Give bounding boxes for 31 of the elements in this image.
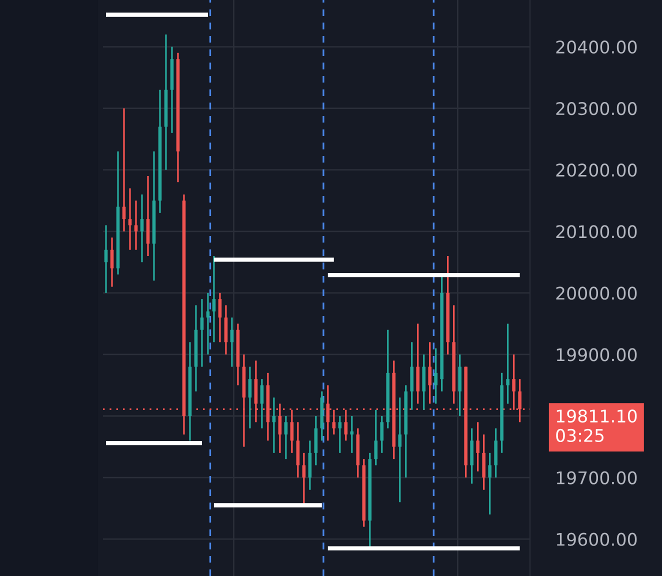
y-tick-label: 20000.00 — [556, 286, 637, 300]
candlestick — [110, 236, 114, 288]
text: 03:25 — [556, 428, 604, 442]
ref-line-label: 19811.10 — [556, 409, 637, 423]
candlestick — [284, 415, 288, 460]
candlestick — [428, 341, 432, 405]
candlestick — [398, 396, 402, 503]
candlestick — [338, 415, 342, 454]
candlestick — [140, 194, 144, 263]
y-tick-label: 20400.00 — [556, 40, 637, 54]
candlestick — [350, 415, 354, 454]
candlestick — [134, 200, 138, 251]
y-tick-label: 19600.00 — [556, 532, 637, 546]
candlestick — [380, 415, 384, 454]
y-tick-label: 20100.00 — [556, 225, 637, 238]
candlestick — [248, 366, 252, 430]
candlestick — [218, 292, 222, 343]
candlestick — [212, 255, 216, 343]
candlestick — [476, 421, 480, 472]
candlestick — [374, 409, 378, 466]
y-tick-label: 20300.00 — [556, 102, 637, 116]
y-tick-label: 19900.00 — [556, 348, 637, 362]
candlestick — [332, 409, 336, 436]
candlestick — [434, 347, 438, 405]
y-tick-label: 20200.00 — [556, 164, 637, 177]
y-tick-label: 19700.00 — [556, 471, 637, 484]
candlestick — [506, 322, 510, 405]
candlestick — [488, 452, 492, 516]
candlestick — [344, 409, 348, 442]
candlestick — [200, 298, 204, 368]
candlestick — [260, 378, 264, 430]
